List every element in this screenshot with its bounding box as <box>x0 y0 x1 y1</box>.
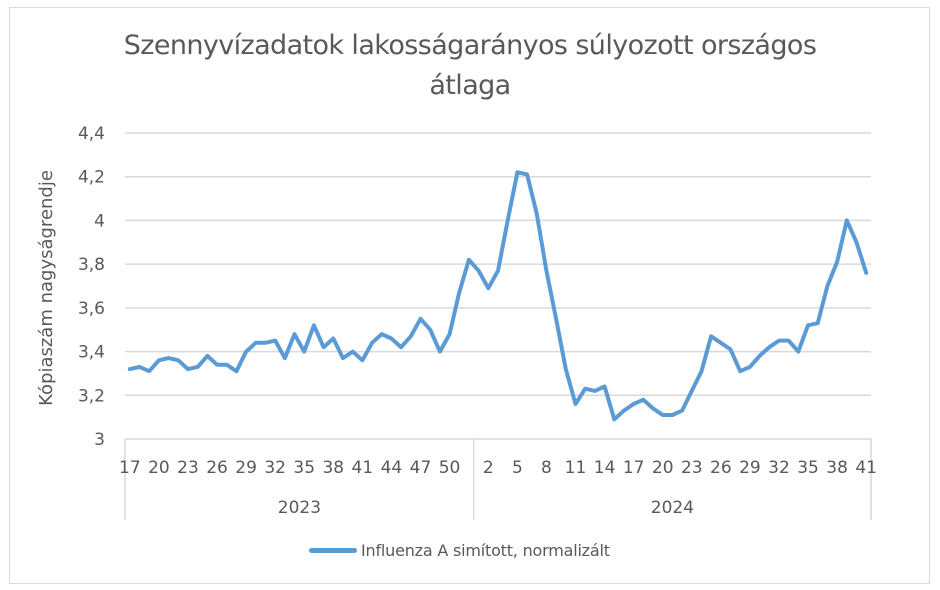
y-tick-label: 3 <box>94 430 105 450</box>
x-tick-label: 32 <box>264 458 286 478</box>
series-line-influenza-a <box>127 170 869 422</box>
chart-area <box>9 7 930 584</box>
x-tick-label: 26 <box>206 458 228 478</box>
x-group-label: 2023 <box>278 498 321 518</box>
y-tick-label: 3,8 <box>78 255 105 275</box>
x-tick-label: 41 <box>352 458 374 478</box>
x-tick-label: 20 <box>652 458 674 478</box>
x-tick-label: 50 <box>439 458 461 478</box>
legend-label: Influenza A simított, normalizált <box>361 541 610 560</box>
chart-title-line2: átlaga <box>429 70 511 101</box>
x-tick-label: 8 <box>541 458 552 478</box>
legend-line-swatch-icon <box>309 548 357 553</box>
x-tick-label: 2 <box>483 458 494 478</box>
x-tick-label: 17 <box>119 458 141 478</box>
x-tick-label: 29 <box>739 458 761 478</box>
y-axis-label: Kópiaszám nagyságrendje <box>36 170 57 406</box>
y-tick-label: 3,6 <box>78 299 105 319</box>
x-tick-label: 38 <box>322 458 344 478</box>
x-tick-label: 17 <box>623 458 645 478</box>
y-tick-label: 3,2 <box>78 386 105 406</box>
x-tick-label: 38 <box>826 458 848 478</box>
x-tick-label: 20 <box>148 458 170 478</box>
x-group-label: 2024 <box>651 498 694 518</box>
x-tick-label: 35 <box>797 458 819 478</box>
legend: Influenza A simított, normalizált <box>309 541 610 560</box>
x-tick-label: 29 <box>235 458 257 478</box>
x-tick-label: 44 <box>381 458 403 478</box>
x-tick-label: 23 <box>177 458 199 478</box>
x-tick-label: 14 <box>594 458 616 478</box>
chart-title-line1: Szennyvízadatok lakosságarányos súlyozot… <box>123 30 817 61</box>
x-tick-label: 26 <box>710 458 732 478</box>
x-tick-label: 32 <box>768 458 790 478</box>
chart-title: Szennyvízadatok lakosságarányos súlyozot… <box>0 26 940 106</box>
x-tick-label: 23 <box>681 458 703 478</box>
y-tick-label: 4 <box>94 211 105 231</box>
y-tick-label: 3,4 <box>78 343 105 363</box>
x-tick-label: 35 <box>293 458 315 478</box>
y-axis-ticks: 3 3,2 3,4 3,6 3,8 4 4,2 4,4 <box>78 124 105 450</box>
x-tick-label: 5 <box>512 458 523 478</box>
x-tick-label: 41 <box>855 458 877 478</box>
x-tick-label: 11 <box>565 458 587 478</box>
x-tick-label: 47 <box>410 458 432 478</box>
y-tick-label: 4,2 <box>78 168 105 188</box>
y-tick-label: 4,4 <box>78 124 105 144</box>
